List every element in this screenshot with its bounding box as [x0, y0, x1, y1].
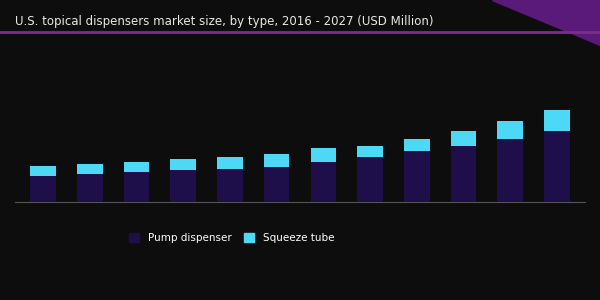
Bar	[544, 131, 570, 202]
Bar	[77, 174, 103, 202]
Bar	[404, 139, 430, 152]
Bar	[30, 167, 56, 176]
Bar	[217, 169, 243, 202]
Bar	[451, 131, 476, 146]
Bar	[451, 146, 476, 202]
Bar	[124, 172, 149, 202]
Bar	[124, 162, 149, 172]
Bar	[170, 170, 196, 202]
Bar	[30, 176, 56, 202]
Bar	[544, 110, 570, 131]
Bar	[170, 159, 196, 170]
Bar	[311, 148, 336, 162]
Bar	[357, 157, 383, 202]
Bar	[497, 139, 523, 202]
Bar	[404, 152, 430, 202]
Bar	[264, 154, 289, 167]
Bar	[357, 146, 383, 157]
Bar	[264, 167, 289, 202]
Text: U.S. topical dispensers market size, by type, 2016 - 2027 (USD Million): U.S. topical dispensers market size, by …	[15, 15, 433, 28]
Bar	[217, 157, 243, 169]
Legend: Pump dispenser, Squeeze tube: Pump dispenser, Squeeze tube	[129, 233, 334, 243]
Bar	[497, 121, 523, 139]
Bar	[311, 162, 336, 202]
Bar	[77, 164, 103, 174]
